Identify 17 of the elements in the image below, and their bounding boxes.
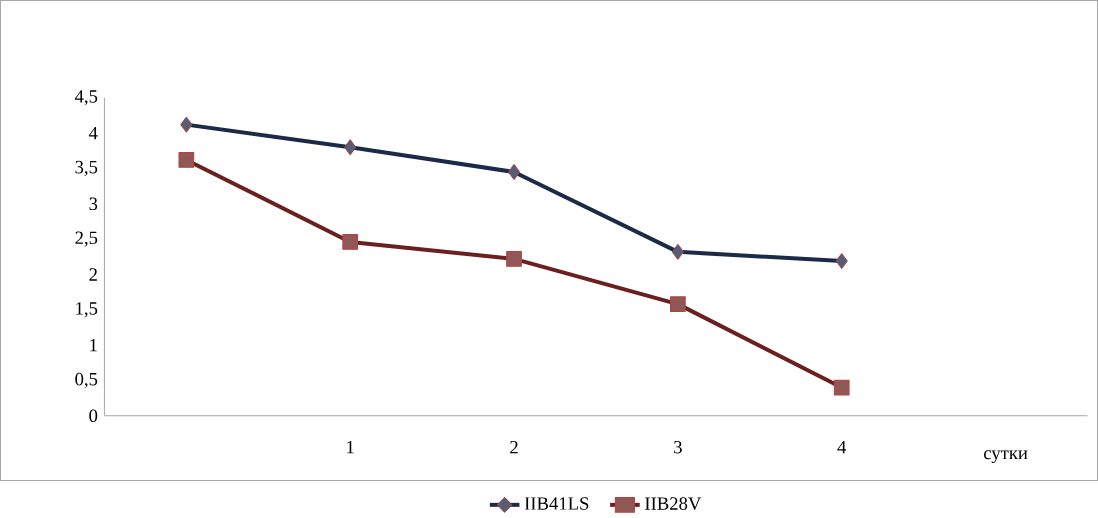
y-tick-label: 4 xyxy=(88,127,98,140)
y-tick-label: 1,5 xyxy=(76,302,98,318)
x-tick-label: 4 xyxy=(837,441,847,454)
y-tick-label: 2 xyxy=(89,268,97,281)
x-tick-label: 1 xyxy=(347,441,354,454)
y-tick-label: 0,5 xyxy=(75,372,98,389)
x-axis-title: сутки xyxy=(984,450,1028,464)
y-tick-label: 3 xyxy=(89,197,98,211)
y-tick-label: 2,5 xyxy=(75,231,98,247)
legend-label: IIB28V xyxy=(645,497,702,511)
x-tick-label: 2 xyxy=(510,441,518,454)
y-tick-label: 4,5 xyxy=(74,90,98,106)
legend-label: IIB41LS xyxy=(524,497,589,510)
x-tick-label: 3 xyxy=(674,441,682,454)
y-tick-label: 1 xyxy=(90,339,97,352)
y-tick-label: 0 xyxy=(89,409,98,423)
y-tick-label: 3,5 xyxy=(75,160,98,177)
